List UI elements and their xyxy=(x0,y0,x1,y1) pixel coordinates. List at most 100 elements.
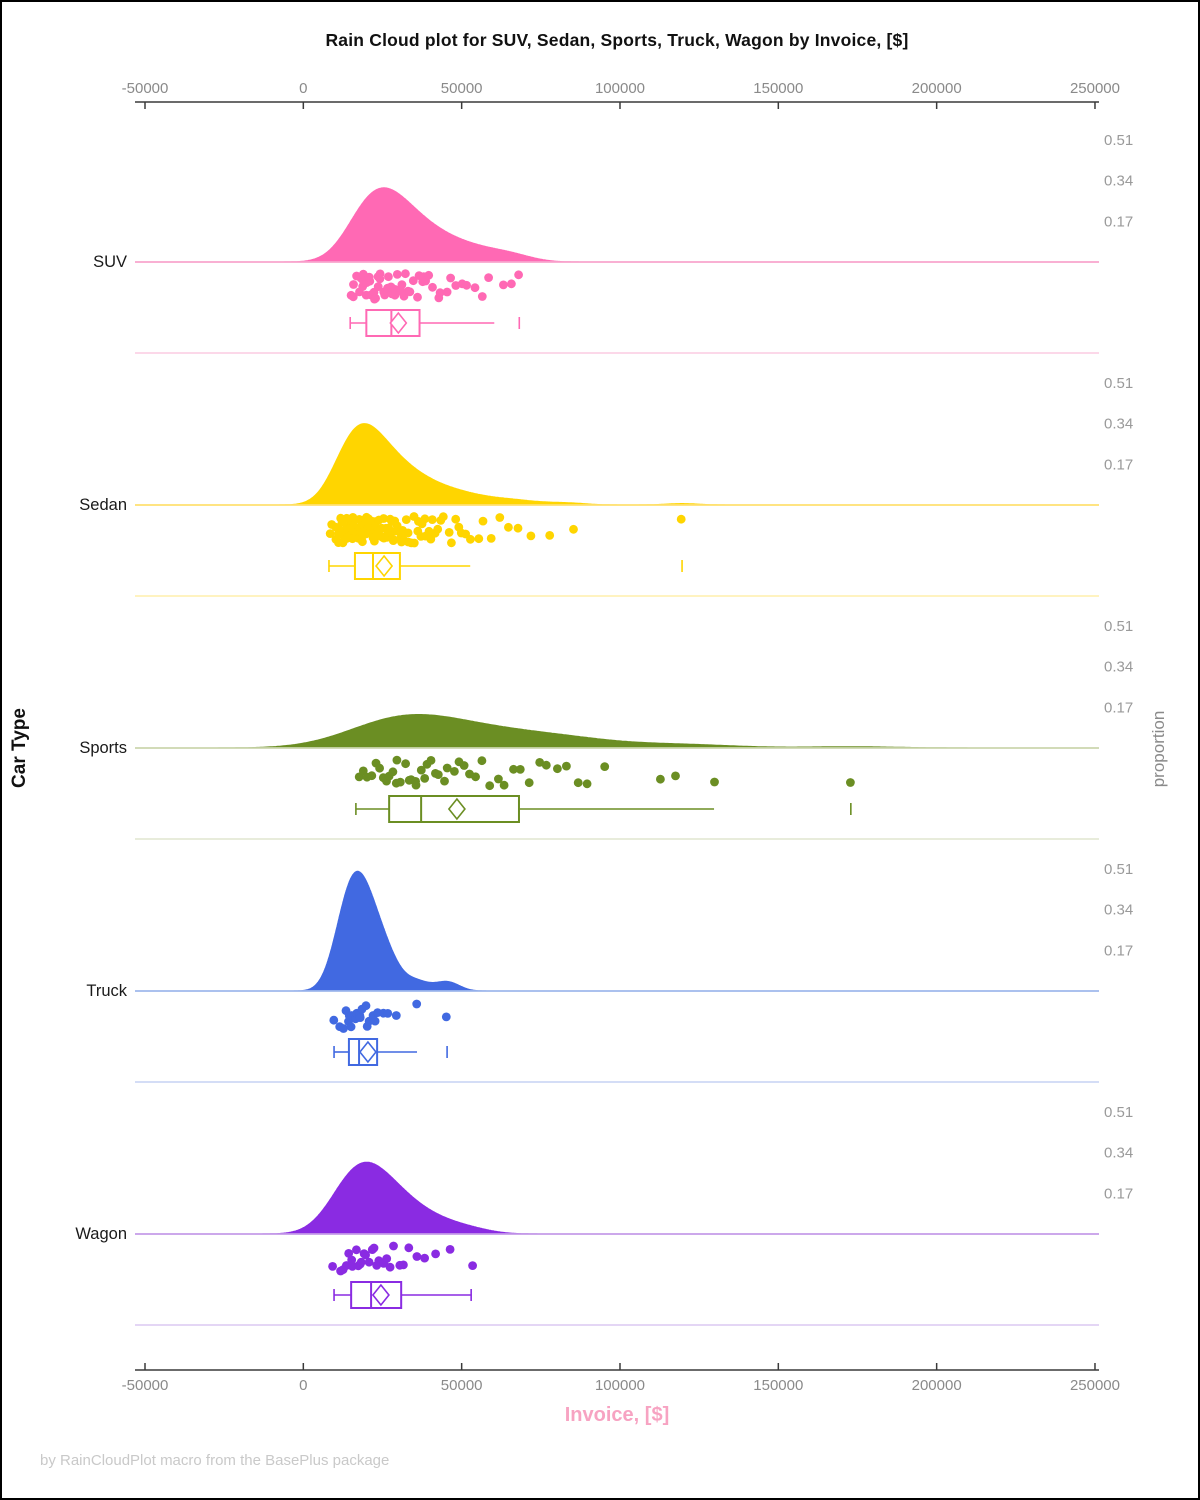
density-sports xyxy=(207,714,1003,749)
rain-point-suv xyxy=(446,273,455,283)
mean-diamond-sedan xyxy=(375,554,394,578)
rain-point-suv xyxy=(424,270,434,280)
rain-point-sedan xyxy=(569,524,578,534)
rain-point-sedan xyxy=(495,513,505,522)
rain-point-sports xyxy=(440,776,449,786)
x-axis-bottom-tick-label: 100000 xyxy=(595,1377,645,1394)
rain-point-suv xyxy=(413,292,422,302)
rain-point-wagon xyxy=(369,1243,379,1253)
rain-point-sedan xyxy=(379,514,389,523)
rain-point-sports xyxy=(541,760,551,770)
x-axis-top-tick-label: 200000 xyxy=(912,80,962,97)
rain-point-truck xyxy=(329,1015,339,1025)
rain-point-sedan xyxy=(676,514,686,524)
rain-point-sports xyxy=(459,761,469,770)
rain-point-sports xyxy=(535,758,545,767)
rain-point-suv xyxy=(375,269,385,279)
rain-point-sedan xyxy=(433,524,443,534)
rain-point-sports xyxy=(367,771,377,781)
rain-point-sports xyxy=(710,777,719,787)
rain-point-wagon xyxy=(431,1249,440,1259)
rain-point-sports xyxy=(656,774,665,784)
proportion-tick-label-wagon: 0.17 xyxy=(1104,1185,1133,1202)
rain-point-suv xyxy=(405,287,415,297)
rain-point-sedan xyxy=(478,516,488,526)
rain-point-suv xyxy=(364,272,374,282)
rain-point-wagon xyxy=(445,1245,455,1254)
rain-point-truck xyxy=(346,1022,356,1032)
rain-point-suv xyxy=(397,280,407,289)
rain-point-sedan xyxy=(438,512,448,522)
rain-point-sports xyxy=(471,772,480,782)
rain-point-suv xyxy=(408,276,418,286)
rain-point-suv xyxy=(401,269,410,279)
rain-point-sports xyxy=(573,778,583,788)
rain-point-sports xyxy=(395,777,405,787)
category-label-suv: SUV xyxy=(93,253,127,271)
rain-point-wagon xyxy=(399,1260,408,1270)
category-label-sedan: Sedan xyxy=(79,496,127,514)
rain-point-suv xyxy=(380,290,390,300)
rain-point-wagon xyxy=(420,1253,429,1263)
rain-point-sports xyxy=(450,767,459,776)
rain-point-sports xyxy=(416,765,426,775)
rain-point-suv xyxy=(392,270,402,279)
rain-point-sedan xyxy=(447,538,456,548)
rain-point-suv xyxy=(348,292,358,302)
rain-point-sports xyxy=(600,762,610,771)
rain-point-sedan xyxy=(466,534,475,544)
rain-point-sports xyxy=(562,761,571,771)
x-axis-label-invoice: Invoice, [$] xyxy=(564,1404,670,1426)
rain-point-sports xyxy=(553,764,562,774)
x-axis-top-tick-label: -50000 xyxy=(122,80,169,97)
proportion-tick-label-suv: 0.51 xyxy=(1104,132,1133,149)
rain-point-sports xyxy=(420,774,430,783)
proportion-tick-label-truck: 0.17 xyxy=(1104,942,1133,959)
footer-attribution: by RainCloudPlot macro from the BasePlus… xyxy=(40,1452,390,1469)
x-axis-bottom-tick-label: 250000 xyxy=(1070,1377,1120,1394)
x-axis-top-tick-label: 0 xyxy=(299,80,307,97)
mean-diamond-wagon xyxy=(371,1283,390,1307)
rain-point-sports xyxy=(477,756,487,766)
rain-point-suv xyxy=(349,280,358,289)
rain-point-truck xyxy=(370,1016,380,1026)
rain-point-sports xyxy=(411,780,421,790)
x-axis-bottom-tick-label: 50000 xyxy=(441,1377,483,1394)
rain-point-sports xyxy=(524,778,534,788)
proportion-tick-label-sedan: 0.51 xyxy=(1104,375,1133,392)
proportion-tick-label-sports: 0.17 xyxy=(1104,699,1133,716)
proportion-tick-label-wagon: 0.51 xyxy=(1104,1104,1133,1121)
rain-point-suv xyxy=(384,272,393,282)
rain-point-suv xyxy=(499,280,508,290)
rain-point-sedan xyxy=(486,534,496,543)
rain-point-wagon xyxy=(347,1255,357,1265)
proportion-tick-label-truck: 0.34 xyxy=(1104,902,1133,919)
rain-point-sports xyxy=(515,765,525,774)
rain-point-sedan xyxy=(427,515,437,524)
rain-point-truck xyxy=(383,1009,393,1018)
rain-point-sedan xyxy=(389,535,399,544)
rain-point-wagon xyxy=(389,1241,398,1251)
proportion-tick-label-suv: 0.17 xyxy=(1104,213,1133,230)
mean-diamond-truck xyxy=(358,1040,377,1064)
x-axis-bottom-tick-label: 200000 xyxy=(912,1377,962,1394)
rain-point-suv xyxy=(507,279,516,289)
rain-point-suv xyxy=(470,283,480,293)
page-title: Rain Cloud plot for SUV, Sedan, Sports, … xyxy=(325,30,909,50)
rain-point-sports xyxy=(494,774,503,784)
rain-point-suv xyxy=(462,280,471,290)
category-label-truck: Truck xyxy=(86,982,127,1000)
density-suv xyxy=(282,187,588,263)
density-wagon xyxy=(260,1161,545,1235)
x-axis-top-tick-label: 150000 xyxy=(753,80,803,97)
mean-diamond-suv xyxy=(389,311,408,335)
x-axis-top-tick-label: 100000 xyxy=(595,80,645,97)
rain-point-sports xyxy=(846,778,855,787)
density-truck xyxy=(293,870,487,992)
rain-point-wagon xyxy=(344,1249,354,1258)
proportion-tick-label-sports: 0.51 xyxy=(1104,618,1133,635)
category-label-wagon: Wagon xyxy=(75,1225,127,1243)
rain-point-wagon xyxy=(382,1254,392,1263)
